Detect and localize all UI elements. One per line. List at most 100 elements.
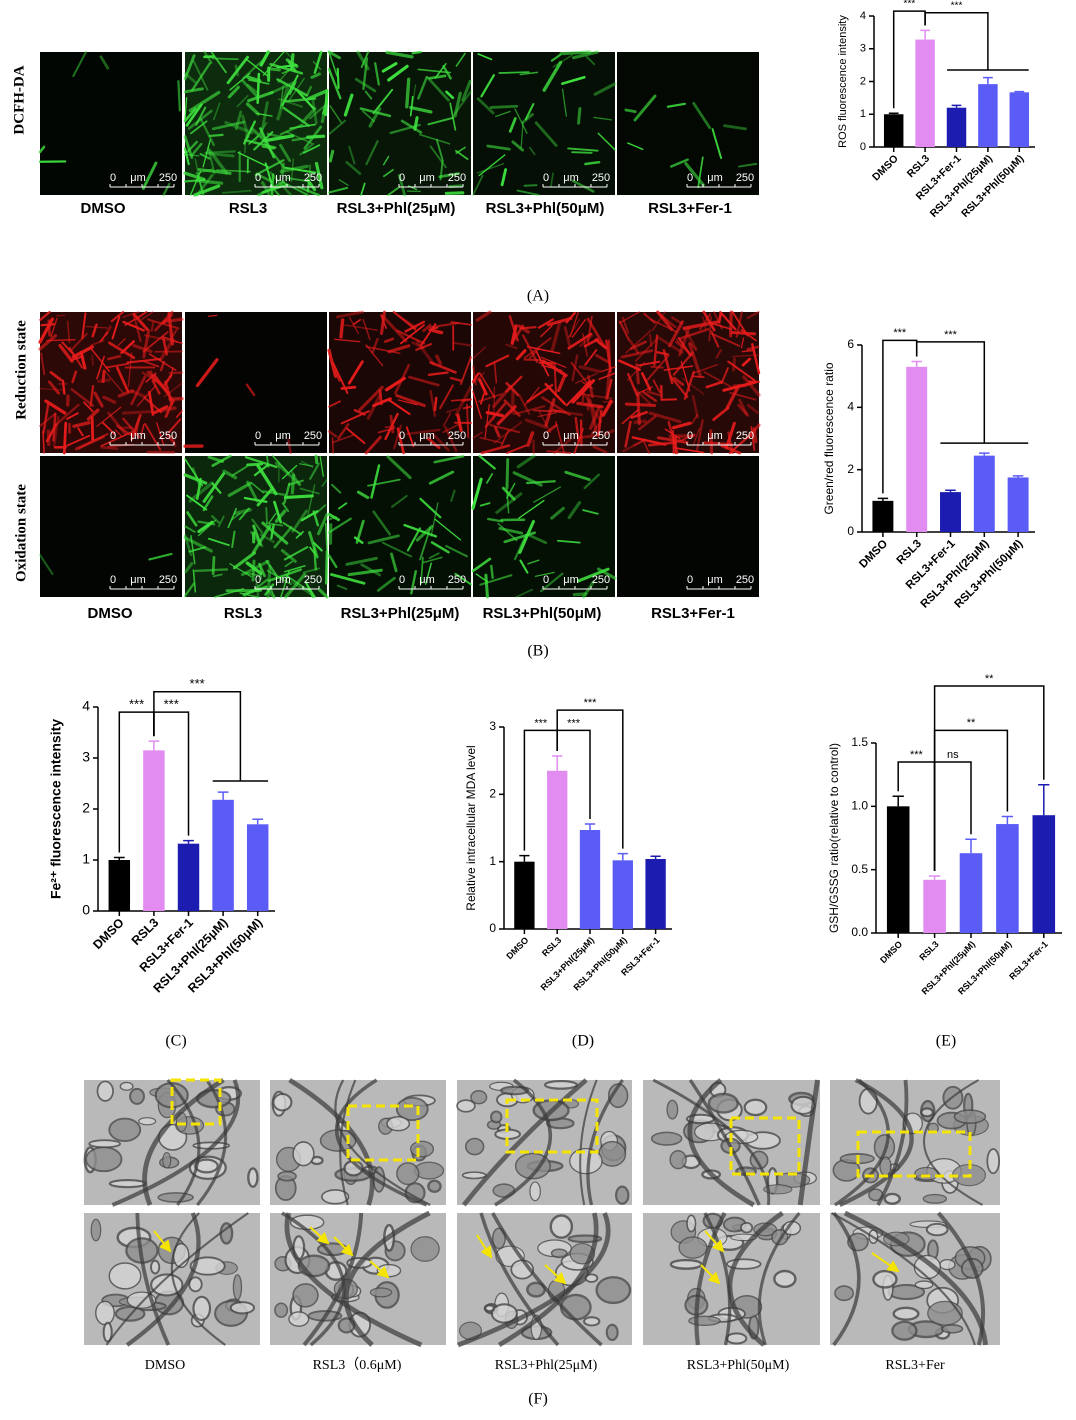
- scale-label: 0: [255, 574, 261, 586]
- cell: [394, 363, 411, 395]
- micrograph-bg: [40, 456, 182, 597]
- cell: [353, 536, 364, 544]
- cell: [184, 582, 195, 597]
- cell: [452, 341, 473, 347]
- cell: [472, 390, 482, 420]
- cell: [38, 334, 58, 351]
- cell: [39, 310, 51, 321]
- cell: [234, 64, 240, 77]
- cell: [683, 327, 698, 351]
- arrow: [871, 1252, 900, 1273]
- organelle: [292, 1141, 315, 1167]
- cell: [259, 101, 269, 138]
- cell: [674, 340, 694, 357]
- cell: [360, 563, 382, 577]
- cell: [159, 338, 175, 361]
- cell: [71, 370, 78, 384]
- scale-label: 0: [110, 172, 116, 184]
- cell: [307, 89, 329, 101]
- column-label: RSL3+Phl(50μM): [486, 200, 605, 217]
- cell: [573, 428, 584, 454]
- cell: [255, 112, 273, 117]
- cell: [129, 389, 147, 399]
- cell: [725, 384, 741, 410]
- cell: [561, 75, 586, 85]
- y-tick-label: 6: [847, 337, 854, 351]
- cell: [297, 185, 320, 197]
- cell: [207, 314, 218, 317]
- cell: [269, 80, 297, 95]
- cell: [348, 145, 356, 165]
- cell: [409, 105, 433, 114]
- cell: [637, 415, 657, 431]
- bar: [212, 799, 234, 911]
- cell: [347, 568, 383, 577]
- membrane: [579, 1079, 598, 1206]
- error-bar: [888, 112, 899, 115]
- cell: [143, 360, 160, 368]
- cell: [335, 310, 364, 319]
- cell: [390, 552, 398, 573]
- cell: [241, 114, 250, 139]
- organelle: [129, 1087, 145, 1105]
- cell: [418, 133, 451, 145]
- cell: [746, 310, 760, 320]
- cell: [429, 361, 457, 374]
- scale-label: 250: [159, 430, 177, 442]
- cell: [500, 429, 510, 447]
- cell: [515, 349, 527, 361]
- cell: [430, 502, 439, 537]
- cell: [83, 401, 94, 413]
- significance-label: ***: [904, 0, 916, 10]
- organelle: [395, 1096, 429, 1122]
- cell: [480, 444, 511, 455]
- cell: [571, 379, 596, 404]
- micrograph: 0 μm 250: [183, 50, 329, 197]
- cell: [330, 573, 366, 585]
- cell: [603, 429, 615, 436]
- y-tick-label: 0: [860, 141, 866, 153]
- cell: [101, 369, 106, 384]
- cell: [567, 147, 599, 152]
- organelle: [483, 1303, 496, 1313]
- tem-image: [643, 1078, 821, 1208]
- micrograph: 0 μm 250: [617, 456, 759, 597]
- membrane: [936, 1211, 986, 1346]
- cell: [427, 116, 455, 126]
- organelle: [941, 1324, 964, 1334]
- significance-bracket: [933, 685, 1045, 871]
- bar-chart: 0.0 0.5 1.0 1.5 GSH/GSSG ratio(relative to c…: [827, 673, 1062, 996]
- cell: [165, 433, 176, 445]
- scale-label: μm: [130, 172, 146, 184]
- membrane: [586, 1079, 624, 1206]
- y-tick-label: 0.0: [851, 925, 868, 939]
- tem-image: [456, 1078, 632, 1207]
- organelle: [514, 1152, 551, 1180]
- cell: [199, 152, 211, 160]
- cell: [242, 58, 265, 80]
- arrow: [153, 1230, 172, 1253]
- cell: [477, 393, 503, 403]
- cell: [668, 320, 684, 348]
- cell: [151, 379, 161, 395]
- cell: [277, 64, 294, 83]
- bar: [1032, 815, 1056, 933]
- cell: [281, 74, 299, 107]
- cell: [746, 403, 760, 415]
- cell: [669, 375, 689, 399]
- cell: [62, 421, 68, 455]
- cell: [244, 456, 278, 469]
- arrow: [476, 1234, 493, 1259]
- arrow: [704, 1230, 725, 1253]
- organelle: [189, 1256, 226, 1276]
- cell: [556, 539, 581, 544]
- cell: [372, 510, 392, 536]
- cell: [487, 517, 504, 523]
- cell: [386, 455, 412, 480]
- cell: [478, 372, 496, 399]
- micrograph-bg: [185, 312, 327, 453]
- zoom-box: [856, 1130, 972, 1178]
- cell: [582, 509, 599, 515]
- cell: [327, 517, 352, 534]
